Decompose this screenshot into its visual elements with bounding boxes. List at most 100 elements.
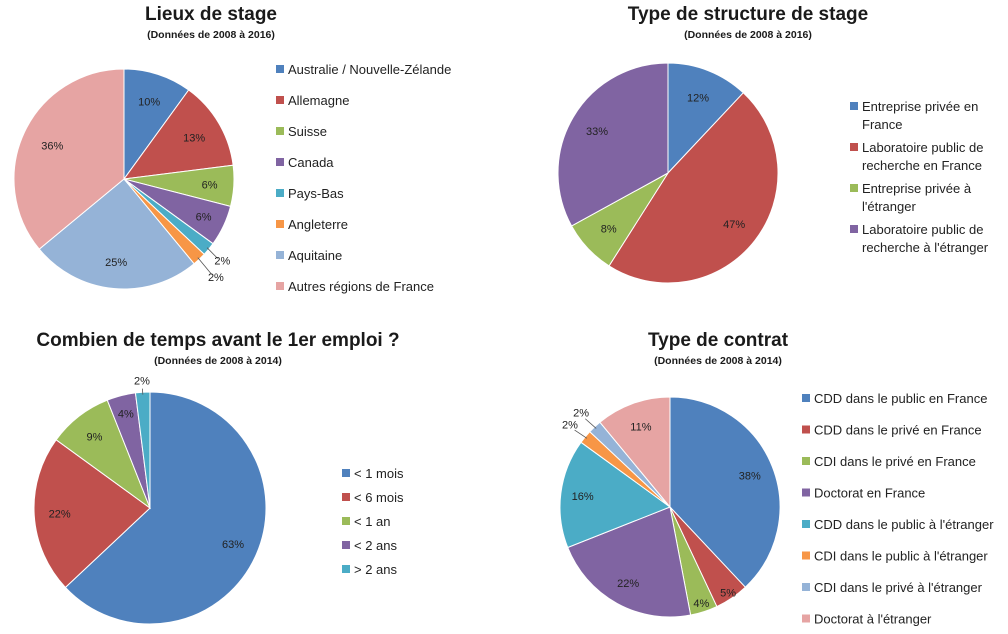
legend-label: CDI dans le privé en France <box>814 454 976 469</box>
legend-label: > 2 ans <box>354 562 398 577</box>
legend-label: CDD dans le privé en France <box>814 423 982 438</box>
slice-data-label: 2% <box>208 272 224 284</box>
slice-data-label: 47% <box>723 219 745 231</box>
slice-data-label: 6% <box>202 179 218 191</box>
legend-swatch <box>802 457 810 465</box>
chart-temps-premier-emploi: Combien de temps avant le 1er emploi ? (… <box>33 330 404 625</box>
chart-3-pie: 63% 22% 9% 4% 2% <box>33 376 267 625</box>
pie-slice <box>38 178 195 290</box>
chart-4-legend: CDD dans le public en France CDD dans le … <box>802 391 994 627</box>
slice-data-label: 11% <box>630 421 651 433</box>
legend-swatch <box>850 102 858 110</box>
legend-swatch <box>276 158 284 166</box>
pie-slice <box>608 92 779 284</box>
pie-slice <box>669 396 781 588</box>
chart-type-structure: Type de structure de stage (Données de 2… <box>557 4 989 284</box>
chart-1-title: Lieux de stage <box>145 4 277 25</box>
legend-swatch <box>276 189 284 197</box>
slice-data-label: 12% <box>687 92 709 104</box>
slice-data-label: 13% <box>183 133 205 145</box>
slice-data-label: 10% <box>138 97 160 109</box>
slice-data-label: 22% <box>617 578 639 590</box>
legend-swatch <box>342 565 350 573</box>
legend-swatch <box>802 488 810 497</box>
chart-1-subtitle: (Données de 2008 à 2016) <box>147 29 275 41</box>
leader-line <box>584 418 597 429</box>
pie-slice <box>557 62 669 227</box>
pie-slice <box>64 391 267 625</box>
chart-3-legend: < 1 mois < 6 mois < 1 an < 2 ans > 2 ans <box>342 466 404 577</box>
pie-slice <box>33 439 151 589</box>
slice-data-label: 22% <box>49 509 71 521</box>
legend-label: Pays-Bas <box>288 186 344 201</box>
legend-swatch <box>276 65 284 73</box>
slice-data-label: 4% <box>118 409 134 421</box>
legend-label: Laboratoire public de recherche en France <box>862 140 983 173</box>
slice-data-label: 2% <box>573 407 589 419</box>
legend-swatch <box>276 282 284 290</box>
pie-slice <box>599 396 671 509</box>
legend-label: Suisse <box>288 124 327 139</box>
chart-lieux-de-stage: Lieux de stage (Données de 2008 à 2016) … <box>13 4 451 294</box>
slice-data-label: 25% <box>105 257 127 269</box>
legend-label: Aquitaine <box>288 248 342 263</box>
slice-data-label: 6% <box>196 212 212 224</box>
legend-swatch <box>276 96 284 104</box>
legend-label: < 1 mois <box>354 466 404 481</box>
legend-label: Autres régions de France <box>288 279 434 294</box>
legend-label: < 6 mois <box>354 490 404 505</box>
legend-label: < 1 an <box>354 514 391 529</box>
slice-data-label: 2% <box>134 376 150 388</box>
leader-line <box>206 247 218 259</box>
legend-swatch <box>342 493 350 501</box>
chart-4-pie: 38% 5% 4% 22% 16% 2%2% 11% <box>559 396 781 618</box>
pie-slice <box>559 441 672 549</box>
chart-2-title: Type de structure de stage <box>628 4 868 25</box>
chart-1-legend: Australie / Nouvelle-Zélande Allemagne Sui… <box>276 62 451 294</box>
chart-2-pie: 12% 47% 8% 33% <box>557 62 779 284</box>
legend-label: Entreprise privée à l'étranger <box>862 181 972 214</box>
chart-2-legend: Entreprise privée en France Laboratoire pu… <box>850 99 989 255</box>
legend-swatch <box>802 583 810 591</box>
legend-swatch <box>850 184 858 192</box>
legend-swatch <box>802 425 810 434</box>
slice-data-label: 16% <box>572 491 594 503</box>
legend-label: Canada <box>288 155 334 170</box>
pie-slice <box>122 89 234 180</box>
chart-1-pie: 10% 13% 6% 6% 2% 2% 25% 36% <box>13 68 235 290</box>
legend-swatch <box>276 220 284 228</box>
pie-slice <box>667 62 745 175</box>
legend-label: CDD dans le public à l'étranger <box>814 517 994 532</box>
legend-label: < 2 ans <box>354 538 398 553</box>
slice-data-label: 5% <box>720 588 736 600</box>
slice-data-label: 8% <box>601 224 617 236</box>
leader-line <box>197 257 213 275</box>
chart-4-title: Type de contrat <box>648 330 789 351</box>
legend-swatch <box>802 551 810 560</box>
slice-data-label: 33% <box>586 126 608 138</box>
legend-label: Doctorat en France <box>814 486 925 501</box>
legend-swatch <box>342 469 350 477</box>
legend-swatch <box>850 225 858 233</box>
legend-swatch <box>276 251 284 259</box>
legend-swatch <box>802 394 810 402</box>
legend-swatch <box>342 541 350 549</box>
legend-label: CDI dans le privé à l'étranger <box>814 580 983 595</box>
legend-label: Doctorat à l'étranger <box>814 612 932 627</box>
slice-data-label: 4% <box>693 598 709 610</box>
legend-label: Laboratoire public de recherche à l'étran… <box>862 222 989 255</box>
legend-label: CDD dans le public en France <box>814 391 987 406</box>
legend-label: Angleterre <box>288 217 348 232</box>
slice-data-label: 9% <box>87 432 103 444</box>
leader-line <box>574 429 588 439</box>
legend-swatch <box>802 614 810 623</box>
slice-data-label: 2% <box>562 419 578 431</box>
slice-data-label: 38% <box>739 470 761 482</box>
chart-2-subtitle: (Données de 2008 à 2016) <box>684 29 812 41</box>
slice-data-label: 36% <box>41 140 63 152</box>
legend-label: Entreprise privée en France <box>862 99 978 132</box>
chart-type-contrat: Type de contrat (Données de 2008 à 2014)… <box>559 330 994 627</box>
pie-slice <box>13 68 125 250</box>
slice-data-label: 2% <box>214 255 230 267</box>
